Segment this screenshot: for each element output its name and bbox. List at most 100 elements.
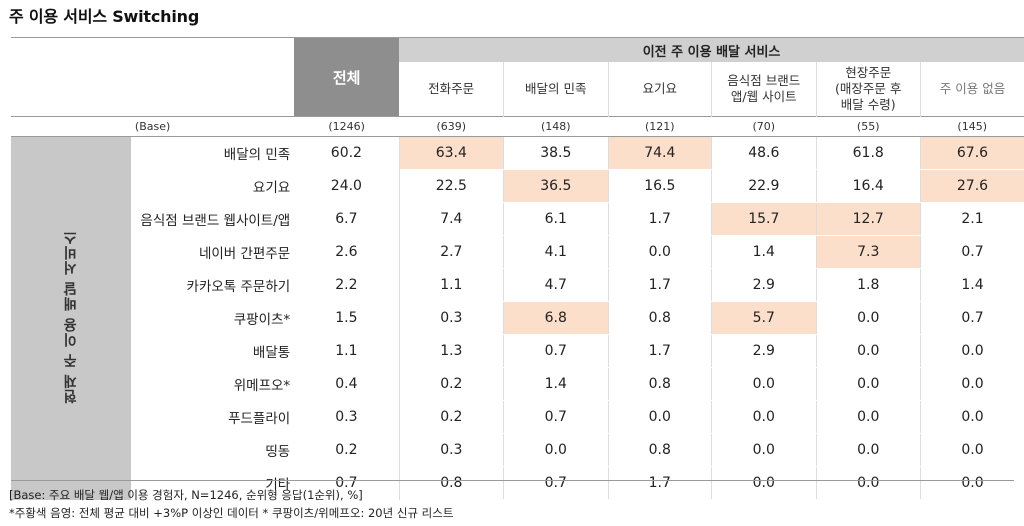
highlighted-value-cell: 67.6 xyxy=(920,136,1024,170)
row-label: 쿠팡이츠* xyxy=(233,312,291,328)
value-cell: 38.5 xyxy=(503,136,609,170)
value-cell: 0.7 xyxy=(920,301,1024,335)
total-column-header: 전체 xyxy=(294,37,400,117)
value-cell: 2.7 xyxy=(399,235,505,269)
value-cell: 6.1 xyxy=(503,202,609,236)
row-label: 요기요 xyxy=(252,180,291,196)
value-cell: 61.8 xyxy=(816,136,921,170)
value-cell: 2.9 xyxy=(711,268,817,302)
value-cell: 1.1 xyxy=(399,268,505,302)
column-base-3: (121) xyxy=(608,116,712,137)
highlighted-value-cell: 15.7 xyxy=(711,202,817,236)
value-cell: 4.1 xyxy=(503,235,609,269)
total-value: 0.7 xyxy=(294,466,400,500)
row-label: 카카오톡 주문하기 xyxy=(186,279,291,295)
column-header-3: 요기요 xyxy=(608,62,713,117)
value-cell: 2.9 xyxy=(711,334,817,368)
total-value: 0.4 xyxy=(294,367,400,401)
value-cell: 0.8 xyxy=(608,433,713,467)
row-label: 띵동 xyxy=(265,444,291,460)
footnote-legend: *주황색 음영: 전체 평균 대비 +3%P 이상인 데이터 * 쿠팡이츠/위메… xyxy=(9,506,454,520)
total-value: 0.2 xyxy=(294,433,400,467)
value-cell: 16.4 xyxy=(816,169,921,203)
total-value: 6.7 xyxy=(294,202,400,236)
value-cell: 1.4 xyxy=(503,367,609,401)
value-cell: 0.0 xyxy=(816,433,921,467)
value-cell: 1.7 xyxy=(608,466,713,500)
table-row: 음식점 브랜드 웹사이트/앱 6.7 7.4 6.1 1.7 15.7 12.7 2.1 xyxy=(11,202,1024,236)
row-label: 배달통 xyxy=(252,345,291,361)
value-cell: 1.7 xyxy=(608,334,713,368)
value-cell: 0.0 xyxy=(816,400,921,434)
value-cell: 0.2 xyxy=(399,400,505,434)
value-cell: 0.0 xyxy=(711,466,817,500)
column-base-4: (70) xyxy=(711,116,816,137)
value-cell: 0.8 xyxy=(608,367,713,401)
value-cell: 0.0 xyxy=(816,301,921,335)
column-base-6: (145) xyxy=(920,116,1024,137)
value-cell: 0.2 xyxy=(399,367,505,401)
value-cell: 0.0 xyxy=(920,367,1024,401)
value-cell: 0.7 xyxy=(920,235,1024,269)
value-cell: 4.7 xyxy=(503,268,609,302)
value-cell: 0.0 xyxy=(816,367,921,401)
table-row: 띵동 0.2 0.3 0.0 0.8 0.0 0.0 0.0 xyxy=(11,433,1024,467)
table-row: 네이버 간편주문 2.6 2.7 4.1 0.0 1.4 7.3 0.7 xyxy=(11,235,1024,269)
column-header-4: 음식점 브랜드 앱/웹 사이트 xyxy=(711,62,817,117)
value-cell: 0.0 xyxy=(711,433,817,467)
value-cell: 16.5 xyxy=(608,169,713,203)
previous-service-group-header: 이전 주 이용 배달 서비스 xyxy=(399,37,1024,62)
total-value: 60.2 xyxy=(294,136,400,170)
total-value: 0.3 xyxy=(294,400,400,434)
column-header-5: 현장주문 (매장주문 후 배달 수령) xyxy=(816,62,921,117)
value-cell: 1.7 xyxy=(608,202,713,236)
base-label: (Base) xyxy=(11,116,295,137)
value-cell: 0.3 xyxy=(399,433,505,467)
value-cell: 7.4 xyxy=(399,202,505,236)
table-row: 요기요 24.0 22.5 36.5 16.5 22.9 16.4 27.6 xyxy=(11,169,1024,203)
column-header-6: 주 이용 없음 xyxy=(939,81,1006,96)
value-cell: 0.7 xyxy=(503,466,609,500)
value-cell: 0.7 xyxy=(503,400,609,434)
value-cell: 0.0 xyxy=(920,466,1024,500)
corner-cell xyxy=(11,37,295,62)
highlighted-value-cell: 74.4 xyxy=(608,136,713,170)
column-base-1: (639) xyxy=(399,116,504,137)
highlighted-value-cell: 6.8 xyxy=(503,301,609,335)
value-cell: 0.0 xyxy=(608,400,713,434)
value-cell: 22.5 xyxy=(399,169,505,203)
highlighted-value-cell: 12.7 xyxy=(816,202,921,236)
table-row: 기타 0.7 0.8 0.7 1.7 0.0 0.0 0.0 xyxy=(11,466,1024,500)
table-row: 쿠팡이츠* 1.5 0.3 6.8 0.8 5.7 0.0 0.7 xyxy=(11,301,1024,335)
total-value: 1.5 xyxy=(294,301,400,335)
table-row: 배달통 1.1 1.3 0.7 1.7 2.9 0.0 0.0 xyxy=(11,334,1024,368)
value-cell: 0.3 xyxy=(399,301,505,335)
highlighted-value-cell: 5.7 xyxy=(711,301,817,335)
highlighted-value-cell: 63.4 xyxy=(399,136,505,170)
value-cell: 1.8 xyxy=(816,268,921,302)
value-cell: 0.0 xyxy=(503,433,609,467)
column-base-5: (55) xyxy=(816,116,921,137)
corner-cell-lower xyxy=(11,62,294,117)
total-value: 24.0 xyxy=(294,169,400,203)
value-cell: 0.0 xyxy=(920,334,1024,368)
value-cell: 0.0 xyxy=(920,400,1024,434)
value-cell: 48.6 xyxy=(711,136,817,170)
value-cell: 1.4 xyxy=(711,235,817,269)
value-cell: 1.4 xyxy=(920,268,1024,302)
value-cell: 0.7 xyxy=(503,334,609,368)
value-cell: 0.0 xyxy=(608,235,713,269)
base-total: (1246) xyxy=(294,116,400,137)
current-service-side-header: 현재 주 이용 배달 서비스 xyxy=(11,136,131,500)
total-value: 2.2 xyxy=(294,268,400,302)
highlighted-value-cell: 7.3 xyxy=(816,235,921,269)
column-header-1: 전화주문 xyxy=(399,62,505,117)
total-value: 1.1 xyxy=(294,334,400,368)
value-cell: 0.0 xyxy=(816,334,921,368)
side-header-label: 현재 주 이용 배달 서비스 xyxy=(63,229,79,404)
value-cell: 0.8 xyxy=(399,466,505,500)
value-cell: 0.0 xyxy=(711,367,817,401)
page-title: 주 이용 서비스 Switching xyxy=(9,7,200,26)
table-bottom-rule xyxy=(11,480,1014,481)
value-cell: 0.0 xyxy=(920,433,1024,467)
